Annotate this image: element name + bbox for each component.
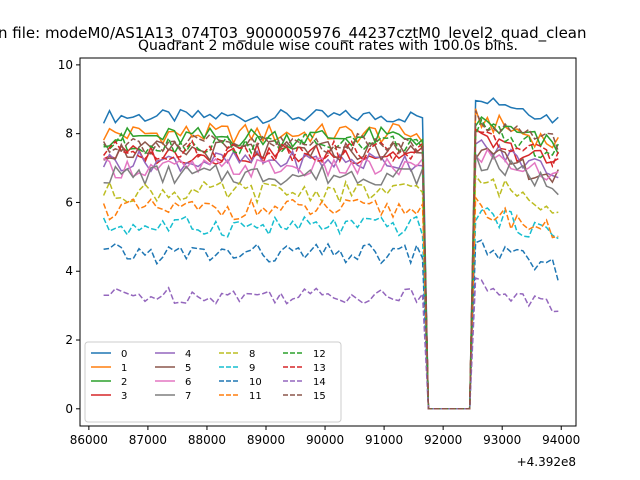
series-line-11 (102, 195, 559, 410)
y-tick-label-1: 2 (65, 333, 73, 347)
axes-frame (79, 57, 577, 427)
x-tick-label-3: 89000 (247, 433, 285, 447)
y-tick-label-2: 4 (65, 264, 73, 278)
legend-label-6: 6 (185, 377, 191, 388)
legend-label-11: 11 (249, 391, 262, 402)
legend-label-3: 3 (121, 391, 127, 402)
series-line-2 (103, 116, 559, 410)
y-tick-label-0: 0 (65, 402, 73, 416)
legend-label-2: 2 (121, 377, 127, 388)
series-line-4 (102, 138, 559, 410)
chart-suptitle: n file: modeM0/AS1A13_074T03_9000005976_… (0, 24, 587, 43)
legend-label-10: 10 (249, 377, 262, 388)
legend-label-5: 5 (185, 363, 191, 374)
legend-label-9: 9 (249, 363, 255, 374)
x-tick-label-7: 93000 (483, 433, 521, 447)
y-axis: 0 2 4 6 8 10 (58, 58, 80, 416)
x-tick-label-2: 88000 (188, 433, 226, 447)
x-offset-label: +4.392e8 (517, 455, 576, 469)
series-line-8 (102, 173, 559, 410)
chart-title: Quadrant 2 module wise count rates with … (138, 38, 518, 54)
plot-area (102, 97, 560, 410)
x-tick-label-5: 91000 (365, 433, 403, 447)
legend-label-4: 4 (185, 349, 191, 360)
x-tick-label-0: 86000 (70, 433, 108, 447)
x-tick-label-4: 90000 (306, 433, 344, 447)
series-line-6 (103, 147, 559, 410)
series-line-10 (103, 239, 560, 410)
series-line-13 (102, 130, 559, 410)
y-tick-label-3: 6 (65, 195, 73, 209)
series-line-14 (103, 276, 559, 410)
y-tick-label-5: 10 (58, 58, 73, 72)
legend-label-15: 15 (313, 391, 326, 402)
legend-label-13: 13 (313, 363, 326, 374)
x-tick-label-6: 92000 (424, 433, 462, 447)
legend-label-1: 1 (121, 363, 127, 374)
series-line-15 (102, 110, 560, 410)
legend-label-0: 0 (121, 349, 127, 360)
legend-label-8: 8 (249, 349, 255, 360)
legend-label-7: 7 (185, 391, 191, 402)
legend-label-14: 14 (313, 377, 326, 388)
x-tick-label-1: 87000 (129, 433, 167, 447)
legend-label-12: 12 (313, 349, 326, 360)
y-tick-label-4: 8 (65, 127, 73, 141)
x-axis: 86000 87000 88000 89000 90000 91000 92000 93000… (70, 426, 580, 447)
series-line-7 (103, 153, 559, 410)
series-line-0 (102, 97, 559, 410)
legend-box (84, 341, 342, 423)
series-line-9 (102, 207, 559, 410)
x-tick-label-8: 94000 (542, 433, 580, 447)
